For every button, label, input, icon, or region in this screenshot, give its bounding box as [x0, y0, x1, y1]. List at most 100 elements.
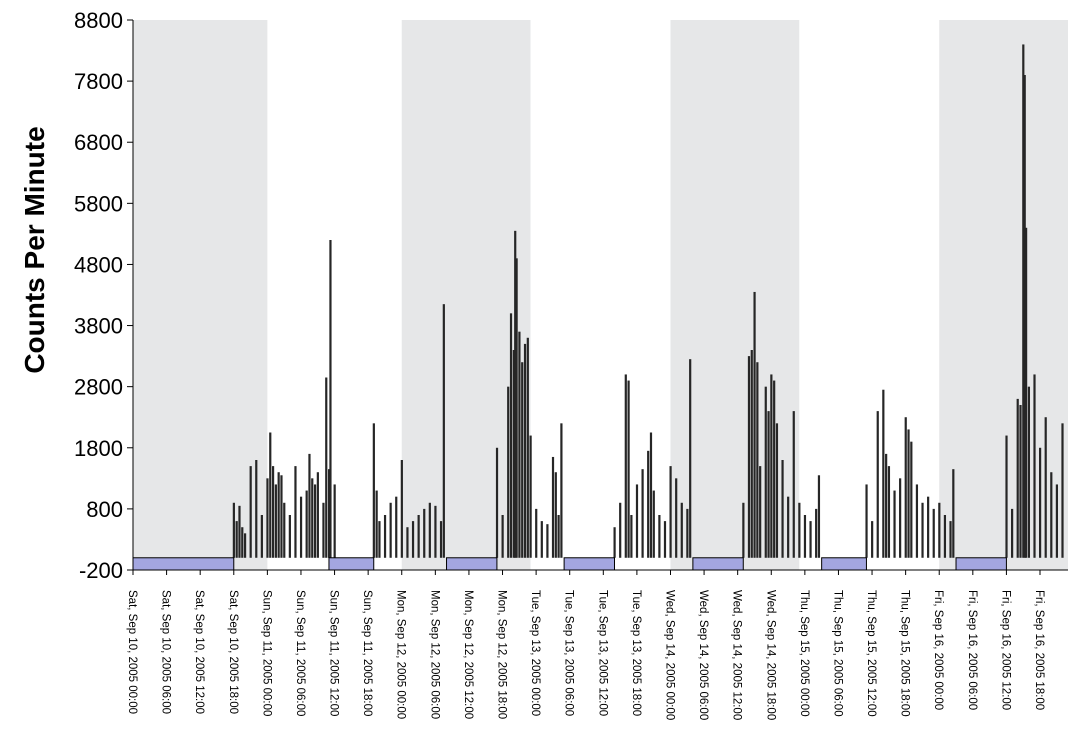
- data-bar: [375, 490, 378, 558]
- sleep-periods: [132, 557, 1007, 571]
- x-tick-label: Fri, Sep 16, 2005 18:00: [1033, 590, 1045, 710]
- y-axis: -200 800 1800 2800 3800 4800 5800 6800 7800 8800: [74, 8, 134, 583]
- data-bar: [803, 515, 807, 558]
- data-bar: [439, 521, 443, 558]
- data-bar: [907, 429, 910, 558]
- data-bar: [885, 453, 888, 558]
- y-tick-label: 8800: [74, 8, 123, 33]
- data-bar: [952, 469, 955, 558]
- data-bar: [535, 508, 538, 558]
- data-bar: [529, 435, 532, 558]
- x-tick-label: Thu, Sep 15, 2005 12:00: [865, 590, 877, 717]
- x-tick-label: Sun, Sep 11, 2005 18:00: [361, 590, 373, 716]
- data-bar: [1055, 484, 1059, 558]
- data-bar: [395, 496, 398, 558]
- data-bar: [663, 521, 667, 558]
- data-bar: [815, 508, 818, 558]
- data-bar: [770, 374, 773, 558]
- data-bar: [865, 484, 868, 558]
- data-bar: [932, 508, 935, 558]
- y-tick-label: 2800: [74, 375, 123, 400]
- x-tick-label: Wed, Sep 14, 2005 06:00: [697, 590, 709, 720]
- data-bar: [949, 521, 952, 558]
- data-bar: [325, 377, 328, 558]
- data-bar: [753, 291, 756, 558]
- data-bar: [514, 230, 517, 558]
- data-bar: [294, 466, 297, 558]
- data-bar: [649, 432, 653, 558]
- data-bar: [1027, 386, 1031, 558]
- data-bar: [400, 460, 403, 558]
- x-tick-label: Sat, Sep 10, 2005 06:00: [160, 590, 172, 714]
- data-bar: [283, 502, 286, 558]
- data-bar: [1050, 472, 1053, 558]
- data-bar: [546, 524, 549, 558]
- data-bar: [299, 496, 303, 558]
- data-bar: [526, 337, 529, 558]
- x-tick-label: Fri, Sep 16, 2005 12:00: [999, 590, 1011, 710]
- data-bar: [630, 515, 633, 558]
- x-axis: Sat, Sep 10, 2005 00:00 Sat, Sep 10, 2005…: [126, 569, 1068, 720]
- data-bar: [675, 478, 678, 558]
- data-bar: [652, 490, 655, 558]
- x-tick-label: Mon, Sep 12, 2005 18:00: [496, 590, 508, 719]
- data-bar: [775, 423, 779, 558]
- y-tick-label: -200: [79, 558, 123, 583]
- data-bar: [442, 304, 445, 558]
- data-bar: [313, 484, 317, 558]
- data-bar: [764, 386, 767, 558]
- data-bar: [271, 466, 275, 558]
- data-bar: [495, 447, 499, 558]
- x-tick-label: Sun, Sep 11, 2005 00:00: [260, 590, 272, 716]
- activity-bars: [232, 44, 1064, 558]
- data-bar: [1025, 227, 1028, 558]
- data-bar: [792, 411, 795, 558]
- data-bar: [280, 475, 283, 558]
- x-tick-label: Mon, Sep 12, 2005 12:00: [462, 590, 474, 719]
- data-bar: [554, 472, 557, 558]
- data-bar: [742, 502, 745, 558]
- x-tick-label: Sun, Sep 11, 2005 06:00: [294, 590, 306, 716]
- x-tick-label: Sat, Sep 10, 2005 12:00: [193, 590, 205, 714]
- y-axis-label: Counts Per Minute: [19, 126, 50, 373]
- data-bar: [238, 505, 241, 558]
- data-bar: [389, 502, 392, 558]
- data-bar: [635, 484, 639, 558]
- x-tick-label: Mon, Sep 12, 2005 06:00: [428, 590, 440, 719]
- shaded-periods: [133, 20, 1068, 570]
- data-bar: [1005, 435, 1008, 558]
- data-bar: [509, 313, 513, 558]
- data-bar: [540, 521, 543, 558]
- data-bar: [417, 515, 420, 558]
- data-bar: [1033, 374, 1036, 558]
- data-bar: [411, 521, 415, 558]
- x-tick-label: Wed, Sep 14, 2005 12:00: [731, 590, 743, 720]
- data-bar: [269, 432, 272, 558]
- data-bar: [613, 527, 616, 558]
- sleep-period-marker: [563, 557, 615, 571]
- x-tick-label: Mon, Sep 12, 2005 00:00: [395, 590, 407, 719]
- data-bar: [773, 380, 776, 558]
- y-tick-label: 4800: [74, 252, 123, 277]
- data-bar: [333, 484, 336, 558]
- data-bar: [767, 411, 770, 558]
- data-bar: [1011, 508, 1014, 558]
- data-bar: [241, 527, 244, 558]
- data-bar: [551, 456, 555, 558]
- data-bar: [507, 386, 510, 558]
- data-bar: [641, 469, 644, 558]
- data-bar: [1022, 44, 1025, 558]
- data-bar: [647, 450, 650, 558]
- data-bar: [943, 515, 947, 558]
- data-bar: [372, 423, 375, 558]
- sleep-period-marker: [955, 557, 1007, 571]
- sleep-period-marker: [821, 557, 867, 571]
- y-tick-label: 3800: [74, 314, 123, 339]
- data-bar: [624, 374, 627, 558]
- data-bar: [658, 515, 661, 558]
- data-bar: [406, 527, 409, 558]
- data-bar: [747, 356, 751, 558]
- data-bar: [809, 521, 812, 558]
- data-bar: [910, 441, 913, 558]
